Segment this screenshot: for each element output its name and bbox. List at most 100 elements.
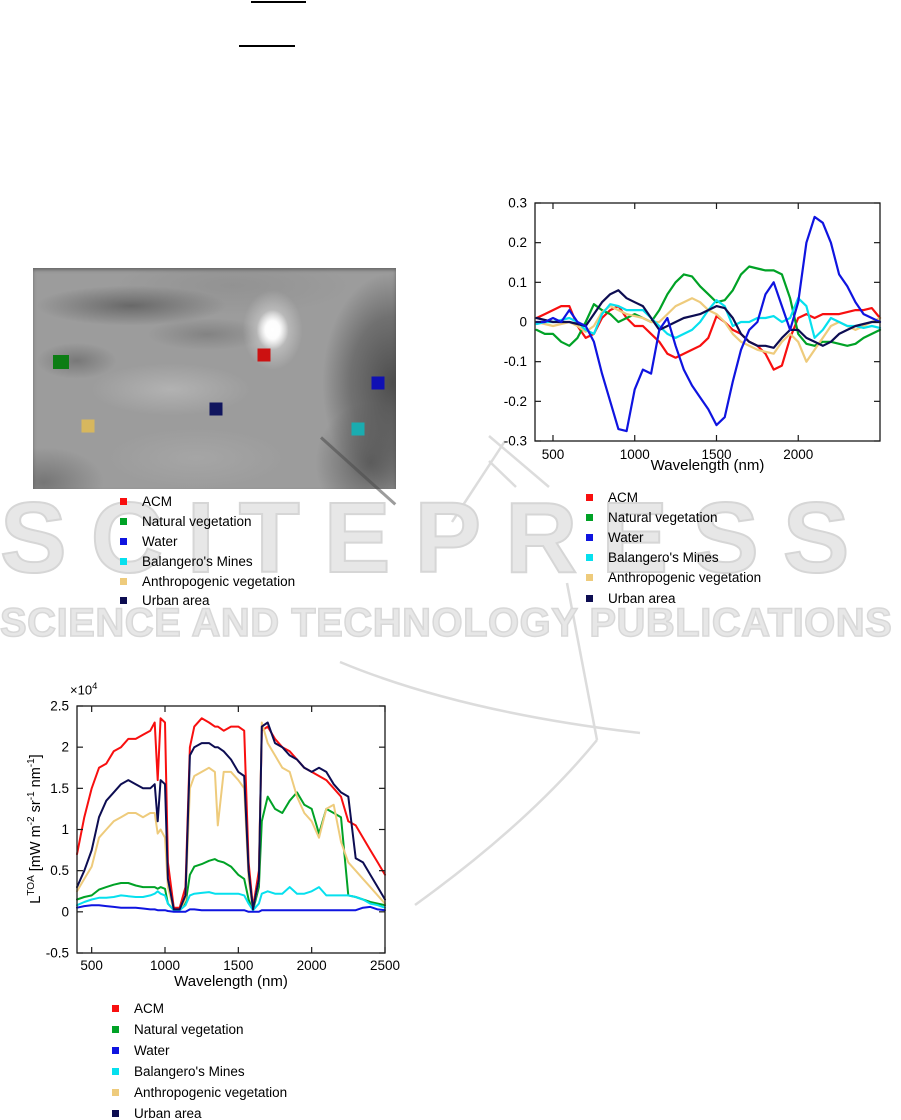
legend-item-label: Balangero's Mines <box>142 553 253 569</box>
legend-item-label: Urban area <box>142 593 210 609</box>
legend-item-anthropogenic-vegetation: Anthropogenic vegetation <box>586 568 761 588</box>
legend-swatch <box>120 518 127 526</box>
legend-item-label: Anthropogenic vegetation <box>608 570 762 586</box>
legend-item-acm: ACM <box>112 998 287 1019</box>
difference-spectra-chart: 500 1000 1500 2000 -0.3 -0.2 -0.1 0 0.1 0.2 0.3 Wav… <box>490 185 901 490</box>
x-tick-label: 1500 <box>701 447 731 462</box>
legend-toa-chart: ACM Natural vegetation Water Balangero's Mi… <box>112 998 287 1120</box>
legend-item-label: Water <box>142 533 178 549</box>
map-marker-anthropogenic-vegetation <box>81 419 95 433</box>
y-tick-label: -0.5 <box>46 946 69 961</box>
legend-item-acm: ACM <box>586 487 761 507</box>
legend-item-water: Water <box>120 532 295 552</box>
legend-swatch <box>586 513 593 521</box>
series-line-acm <box>76 717 386 909</box>
map-marker-balangero-s-mines <box>351 422 365 436</box>
legend-item-natural-vegetation: Natural vegetation <box>120 512 295 532</box>
y-tick-label: 0.3 <box>508 196 527 211</box>
x-tick-label: 2000 <box>297 958 327 973</box>
legend-item-label: ACM <box>608 489 638 505</box>
legend-item-balangero-s-mines: Balangero's Mines <box>586 548 761 568</box>
legend-item-urban-area: Urban area <box>586 588 761 608</box>
series-line-natural-vegetation <box>535 265 882 347</box>
legend-swatch <box>120 577 127 585</box>
legend-item-label: Water <box>134 1043 170 1058</box>
legend-item-water: Water <box>112 1040 287 1061</box>
legend-swatch <box>120 597 127 605</box>
y-tick-label: 0 <box>61 904 69 919</box>
legend-item-label: Anthropogenic vegetation <box>142 573 296 589</box>
y-tick-label: 0.1 <box>508 275 527 290</box>
legend-item-balangero-s-mines: Balangero's Mines <box>120 551 295 571</box>
y-tick-label: -0.3 <box>504 434 527 449</box>
legend-item-urban-area: Urban area <box>112 1103 287 1120</box>
series-line-natural-vegetation <box>76 791 386 912</box>
y-tick-label: -0.1 <box>504 354 527 369</box>
legend-swatch <box>586 594 593 602</box>
map-marker-natural-vegetation <box>52 354 69 369</box>
x-tick-label: 1500 <box>223 958 253 973</box>
x-tick-label: 2500 <box>370 958 400 973</box>
watermark-subtitle: SCIENCE AND TECHNOLOGY PUBLICATIONS <box>0 601 893 645</box>
map-marker-water <box>371 376 385 390</box>
series-line-anthropogenic-vegetation <box>76 721 386 912</box>
legend-item-label: Urban area <box>134 1106 202 1120</box>
y-tick-label: 0.2 <box>508 235 527 250</box>
legend-swatch <box>112 1005 119 1012</box>
series-line-balangero-s-mines <box>76 886 386 912</box>
x-axis-label: Wavelength (nm) <box>651 457 765 474</box>
legend-swatch <box>112 1089 119 1096</box>
legend-item-label: Anthropogenic vegetation <box>134 1085 288 1100</box>
x-tick-label: 500 <box>542 447 565 462</box>
legend-item-label: Urban area <box>608 590 676 606</box>
y-tick-label: 0.5 <box>50 863 69 878</box>
legend-swatch <box>112 1110 119 1117</box>
x-axis-label: Wavelength (nm) <box>174 973 288 990</box>
legend-item-natural-vegetation: Natural vegetation <box>112 1019 287 1040</box>
y-axis-label: LTOA [mW m-2 sr-1 nm-1] <box>26 754 44 904</box>
legend-swatch <box>112 1047 119 1054</box>
legend-swatch <box>120 557 127 565</box>
legend-item-label: Natural vegetation <box>608 509 718 525</box>
map-marker-acm <box>257 348 270 362</box>
y-tick-label: -0.2 <box>504 394 527 409</box>
legend-item-label: Natural vegetation <box>142 514 252 530</box>
map-marker-urban-area <box>209 402 223 416</box>
series-line-urban-area <box>76 721 386 911</box>
toa-radiance-chart: 500 1000 1500 2000 2500 -0.5 0 0.5 1 1.5 2 2.5 Wavel… <box>20 680 415 1000</box>
legend-item-balangero-s-mines: Balangero's Mines <box>112 1061 287 1082</box>
legend-item-label: ACM <box>134 1001 164 1016</box>
equation-fraction-bar <box>251 1 306 3</box>
equation-fraction-bar <box>239 45 295 47</box>
legend-swatch <box>586 493 593 501</box>
series-line-water <box>76 904 386 913</box>
legend-item-natural-vegetation: Natural vegetation <box>586 507 761 527</box>
x-tick-label: 1000 <box>150 958 180 973</box>
y-tick-label: 1.5 <box>50 781 69 796</box>
legend-swatch <box>586 574 593 582</box>
series-line-urban-area <box>535 289 882 349</box>
grayscale-scene-image <box>33 268 397 506</box>
legend-swatch <box>112 1068 119 1075</box>
legend-item-water: Water <box>586 527 761 547</box>
legend-item-anthropogenic-vegetation: Anthropogenic vegetation <box>112 1082 287 1103</box>
legend-item-label: Balangero's Mines <box>134 1064 245 1079</box>
y-tick-label: 0 <box>519 315 527 330</box>
x-tick-label: 2000 <box>783 447 813 462</box>
legend-swatch <box>586 554 593 562</box>
series-line-water <box>535 215 882 433</box>
y-tick-label: 1 <box>61 822 69 837</box>
legend-item-acm: ACM <box>120 492 295 512</box>
legend-item-urban-area: Urban area <box>120 591 295 611</box>
y-tick-label: 2 <box>61 740 69 755</box>
axis-scale-multiplier: ×104 <box>70 681 98 698</box>
legend-item-label: Water <box>608 529 644 545</box>
legend-difference-chart: ACM Natural vegetation Water Balangero's Mi… <box>586 487 761 608</box>
legend-item-anthropogenic-vegetation: Anthropogenic vegetation <box>120 571 295 591</box>
legend-item-label: Balangero's Mines <box>608 550 719 566</box>
legend-swatch <box>120 498 127 506</box>
x-tick-label: 1000 <box>620 447 650 462</box>
